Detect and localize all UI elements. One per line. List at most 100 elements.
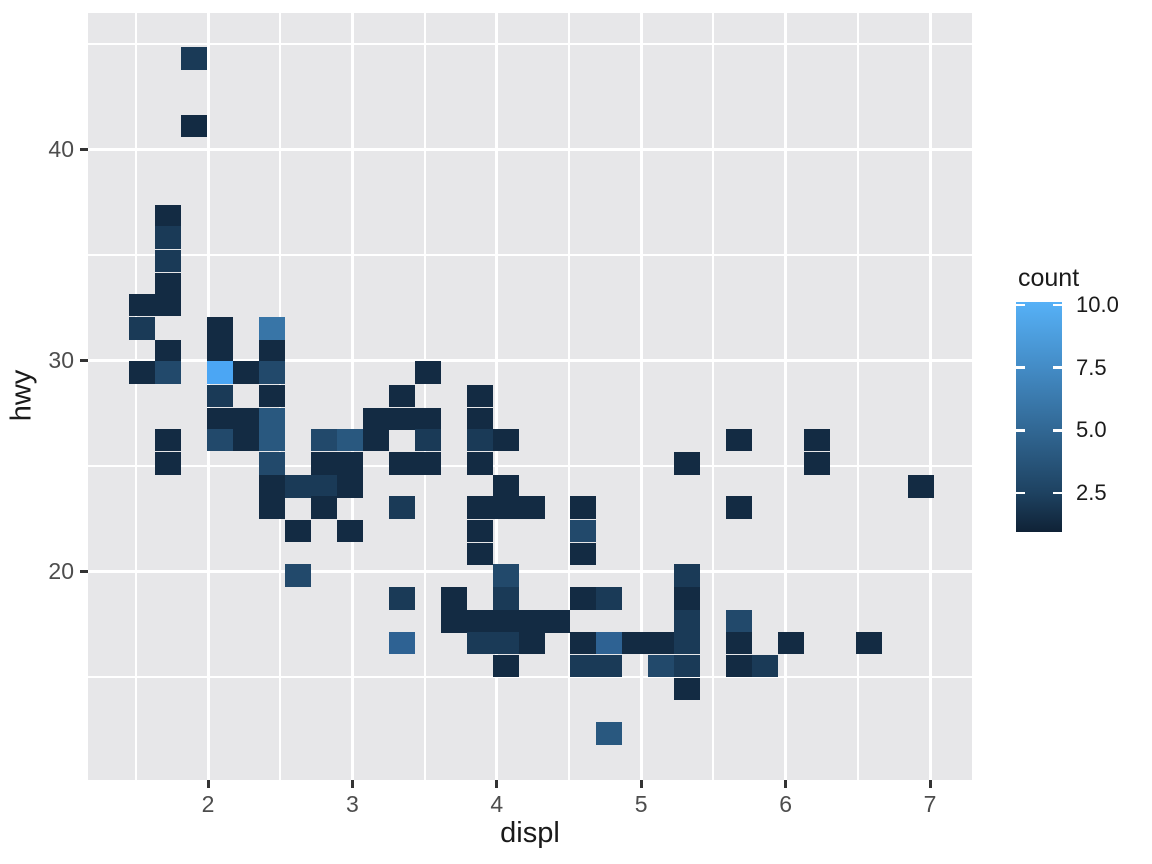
legend-tick-mark (1016, 429, 1025, 432)
legend-title: count (1018, 264, 1080, 292)
x-axis-tick-label: 2 (201, 791, 215, 817)
x-axis-tick (639, 780, 643, 788)
x-minor-gridline (423, 13, 426, 780)
legend-tick-mark (1016, 366, 1025, 369)
legend-tick-label: 7.5 (1076, 354, 1107, 380)
heatmap-tile (258, 496, 285, 519)
x-minor-gridline (712, 13, 715, 780)
y-axis-tick-label: 40 (48, 136, 74, 162)
heatmap-tile (648, 654, 675, 678)
heatmap-tile (440, 610, 467, 633)
x-axis-tick-label: 6 (779, 791, 792, 817)
heatmap-tile (466, 384, 493, 408)
heatmap-tile (518, 610, 545, 633)
legend-tick-mark (1053, 303, 1062, 307)
x-axis-tick (350, 780, 354, 788)
heatmap-tile (674, 631, 701, 654)
heatmap-tile (206, 407, 233, 431)
legend-tick-label: 2.5 (1076, 480, 1107, 505)
heatmap-tile (206, 361, 233, 384)
x-axis-tick-label: 5 (634, 791, 648, 817)
y-major-gridline (88, 147, 972, 151)
y-axis-tick (80, 147, 88, 151)
heatmap-tile (726, 428, 753, 452)
heatmap-tile (518, 496, 545, 519)
heatmap-tile (388, 384, 415, 408)
y-axis-tick (80, 569, 88, 573)
legend-tick-mark (1016, 491, 1025, 495)
heatmap-tile (466, 428, 493, 452)
heatmap-tile (492, 654, 519, 678)
heatmap-tile (856, 631, 883, 654)
heatmap-tile (674, 452, 701, 475)
heatmap-tile (258, 340, 285, 363)
heatmap-tile (258, 428, 285, 452)
heatmap-tile (414, 428, 441, 452)
heatmap-tile (596, 654, 623, 678)
heatmap-tile (440, 587, 467, 610)
heatmap-tile (258, 475, 285, 498)
heatmap-tile (128, 317, 155, 340)
heatmap-tile (284, 475, 311, 498)
heatmap-tile (154, 428, 181, 452)
x-major-gridline (495, 13, 499, 780)
heatmap-tile (258, 452, 285, 475)
legend-gradient-bar (1016, 302, 1062, 532)
heatmap-tile (726, 610, 753, 633)
heatmap-tile (778, 631, 805, 654)
legend-tick-mark (1053, 366, 1062, 369)
y-minor-gridline (88, 464, 972, 467)
heatmap-tile (492, 475, 519, 498)
y-axis-tick (80, 358, 88, 362)
heatmap-tile (336, 475, 363, 498)
heatmap-tile (570, 519, 597, 543)
heatmap-tile (180, 114, 207, 137)
heatmap-tile (232, 361, 259, 384)
legend-tick-mark (1053, 429, 1062, 432)
heatmap-tile (648, 631, 675, 654)
x-minor-gridline (856, 13, 859, 780)
heatmap-tile (804, 428, 831, 452)
heatmap-tile (570, 631, 597, 654)
legend-tick-label: 10.0 (1076, 292, 1119, 317)
y-major-gridline (88, 358, 972, 362)
x-axis-tick (206, 780, 210, 788)
heatmap-tile (154, 452, 181, 475)
x-major-gridline (639, 13, 643, 780)
heatmap-tile (596, 722, 623, 745)
heatmap-tile (570, 542, 597, 566)
heatmap-tile (284, 564, 311, 587)
y-axis-tick-label: 20 (48, 558, 74, 584)
heatmap-tile (492, 610, 519, 633)
heatmap-tile (284, 519, 311, 543)
x-minor-gridline (568, 13, 570, 780)
heatmap-tile (414, 361, 441, 384)
legend-tick-mark (1053, 491, 1062, 495)
heatmap-tile (414, 407, 441, 431)
heatmap-tile (492, 587, 519, 610)
heatmap-tile (154, 340, 181, 363)
heatmap-tile (466, 631, 493, 654)
heatmap-tile (622, 631, 649, 654)
x-axis-tick-label: 3 (345, 791, 359, 817)
heatmap-tile (596, 631, 623, 654)
heatmap-tile (206, 384, 233, 408)
x-axis-title: displ (500, 817, 560, 849)
heatmap-tile (466, 496, 493, 519)
heatmap-tile (336, 428, 363, 452)
heatmap-tile (466, 407, 493, 431)
heatmap-tile (232, 428, 259, 452)
heatmap-tile (154, 249, 181, 273)
heatmap-tile (154, 205, 181, 228)
heatmap-tile (206, 340, 233, 363)
heatmap-tile (128, 293, 155, 317)
heatmap-tile (310, 475, 337, 498)
heatmap-tile (180, 47, 207, 70)
heatmap-tile (726, 654, 753, 678)
y-axis-title: hwy (5, 369, 38, 422)
heatmap-tile (674, 564, 701, 587)
legend-tick-mark (1016, 303, 1025, 307)
heatmap-tile (596, 587, 623, 610)
heatmap-tile (206, 317, 233, 340)
